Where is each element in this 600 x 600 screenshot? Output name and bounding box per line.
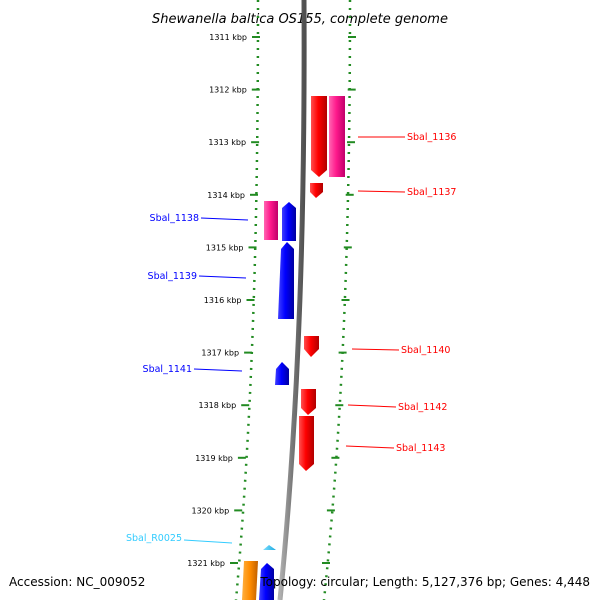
label-sbal-1143[interactable]: Sbal_1143 — [396, 443, 445, 454]
kbp-tick-label: 1319 kbp — [195, 454, 233, 463]
gene-sbal-1141[interactable] — [275, 362, 289, 385]
label-sbal-1140[interactable]: Sbal_1140 — [401, 345, 450, 356]
gene-orange-feature[interactable] — [242, 561, 258, 600]
kbp-tick-label: 1314 kbp — [207, 191, 245, 200]
gene-sbal-1142[interactable] — [301, 389, 316, 415]
kbp-tick-label: 1316 kbp — [204, 296, 242, 305]
kbp-tick-label: 1318 kbp — [198, 401, 236, 410]
gene-features — [242, 96, 345, 600]
gene-labels: Sbal_1136 Sbal_1137 Sbal_1138 Sbal_1139 … — [126, 132, 457, 544]
kbp-tick-label: 1313 kbp — [208, 138, 246, 147]
rna-sbal-r0025[interactable] — [263, 545, 276, 550]
kbp-tick-label: 1315 kbp — [206, 243, 244, 252]
kbp-tick-label: 1317 kbp — [201, 349, 239, 358]
gene-sbal-1143[interactable] — [299, 416, 314, 471]
kbp-tick-label: 1320 kbp — [191, 506, 229, 515]
kbp-tick-label: 1321 kbp — [187, 559, 225, 568]
kbp-ticks: 1311 kbp 1312 kbp 1313 kbp 1314 kbp 1315 kbp… — [187, 33, 356, 568]
gene-lower-blue[interactable] — [259, 563, 274, 600]
pseudogene-feature[interactable] — [329, 96, 345, 177]
map-title: Shewanella baltica OS155, complete genom… — [152, 12, 448, 27]
label-sbal-1138[interactable]: Sbal_1138 — [150, 213, 199, 224]
label-sbal-1136[interactable]: Sbal_1136 — [407, 132, 456, 143]
gene-sbal-1136[interactable] — [311, 96, 327, 177]
gene-sbal-1138-pseudo[interactable] — [264, 201, 278, 240]
gene-sbal-1139[interactable] — [278, 242, 294, 319]
label-sbal-1139[interactable]: Sbal_1139 — [148, 271, 197, 282]
accession-text: Accession: NC_009052 — [9, 575, 145, 589]
gene-sbal-1138[interactable] — [282, 202, 296, 241]
genome-axis — [277, 0, 307, 600]
label-sbal-1142[interactable]: Sbal_1142 — [398, 402, 447, 413]
label-sbal-r0025[interactable]: Sbal_R0025 — [126, 533, 182, 544]
gene-sbal-1137[interactable] — [310, 183, 323, 198]
kbp-tick-label: 1311 kbp — [209, 33, 247, 42]
kbp-tick-label: 1312 kbp — [209, 86, 247, 95]
topology-text: Topology: circular; Length: 5,127,376 bp… — [259, 575, 590, 589]
gene-sbal-1140[interactable] — [304, 336, 319, 357]
label-sbal-1137[interactable]: Sbal_1137 — [407, 187, 456, 198]
label-sbal-1141[interactable]: Sbal_1141 — [143, 364, 192, 375]
